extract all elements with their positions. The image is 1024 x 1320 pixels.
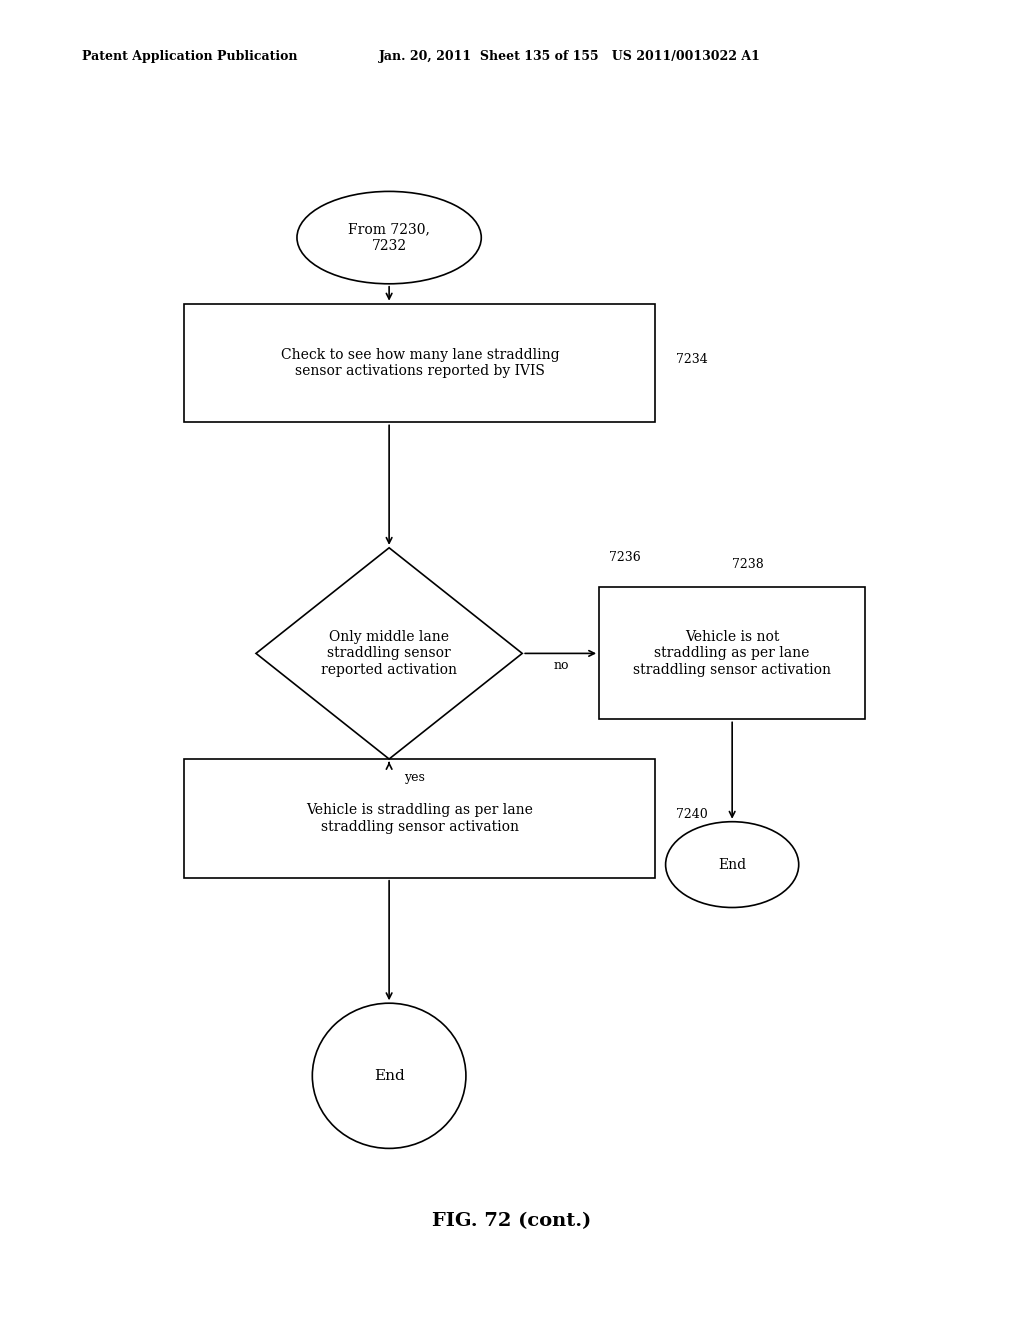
Text: FIG. 72 (cont.): FIG. 72 (cont.)	[432, 1212, 592, 1230]
Text: End: End	[374, 1069, 404, 1082]
Text: End: End	[718, 858, 746, 871]
Text: Check to see how many lane straddling
sensor activations reported by IVIS: Check to see how many lane straddling se…	[281, 348, 559, 378]
Text: 7236: 7236	[609, 550, 641, 564]
Text: From 7230,
7232: From 7230, 7232	[348, 223, 430, 252]
Text: Patent Application Publication: Patent Application Publication	[82, 50, 297, 63]
Text: Vehicle is not
straddling as per lane
straddling sensor activation: Vehicle is not straddling as per lane st…	[633, 630, 831, 677]
Text: 7238: 7238	[732, 557, 764, 570]
Text: no: no	[553, 659, 569, 672]
Text: 7234: 7234	[676, 352, 708, 366]
Text: Vehicle is straddling as per lane
straddling sensor activation: Vehicle is straddling as per lane stradd…	[306, 804, 534, 833]
Text: yes: yes	[404, 771, 425, 784]
Text: Jan. 20, 2011  Sheet 135 of 155   US 2011/0013022 A1: Jan. 20, 2011 Sheet 135 of 155 US 2011/0…	[379, 50, 761, 63]
Text: 7240: 7240	[676, 808, 708, 821]
Text: Only middle lane
straddling sensor
reported activation: Only middle lane straddling sensor repor…	[322, 630, 457, 677]
